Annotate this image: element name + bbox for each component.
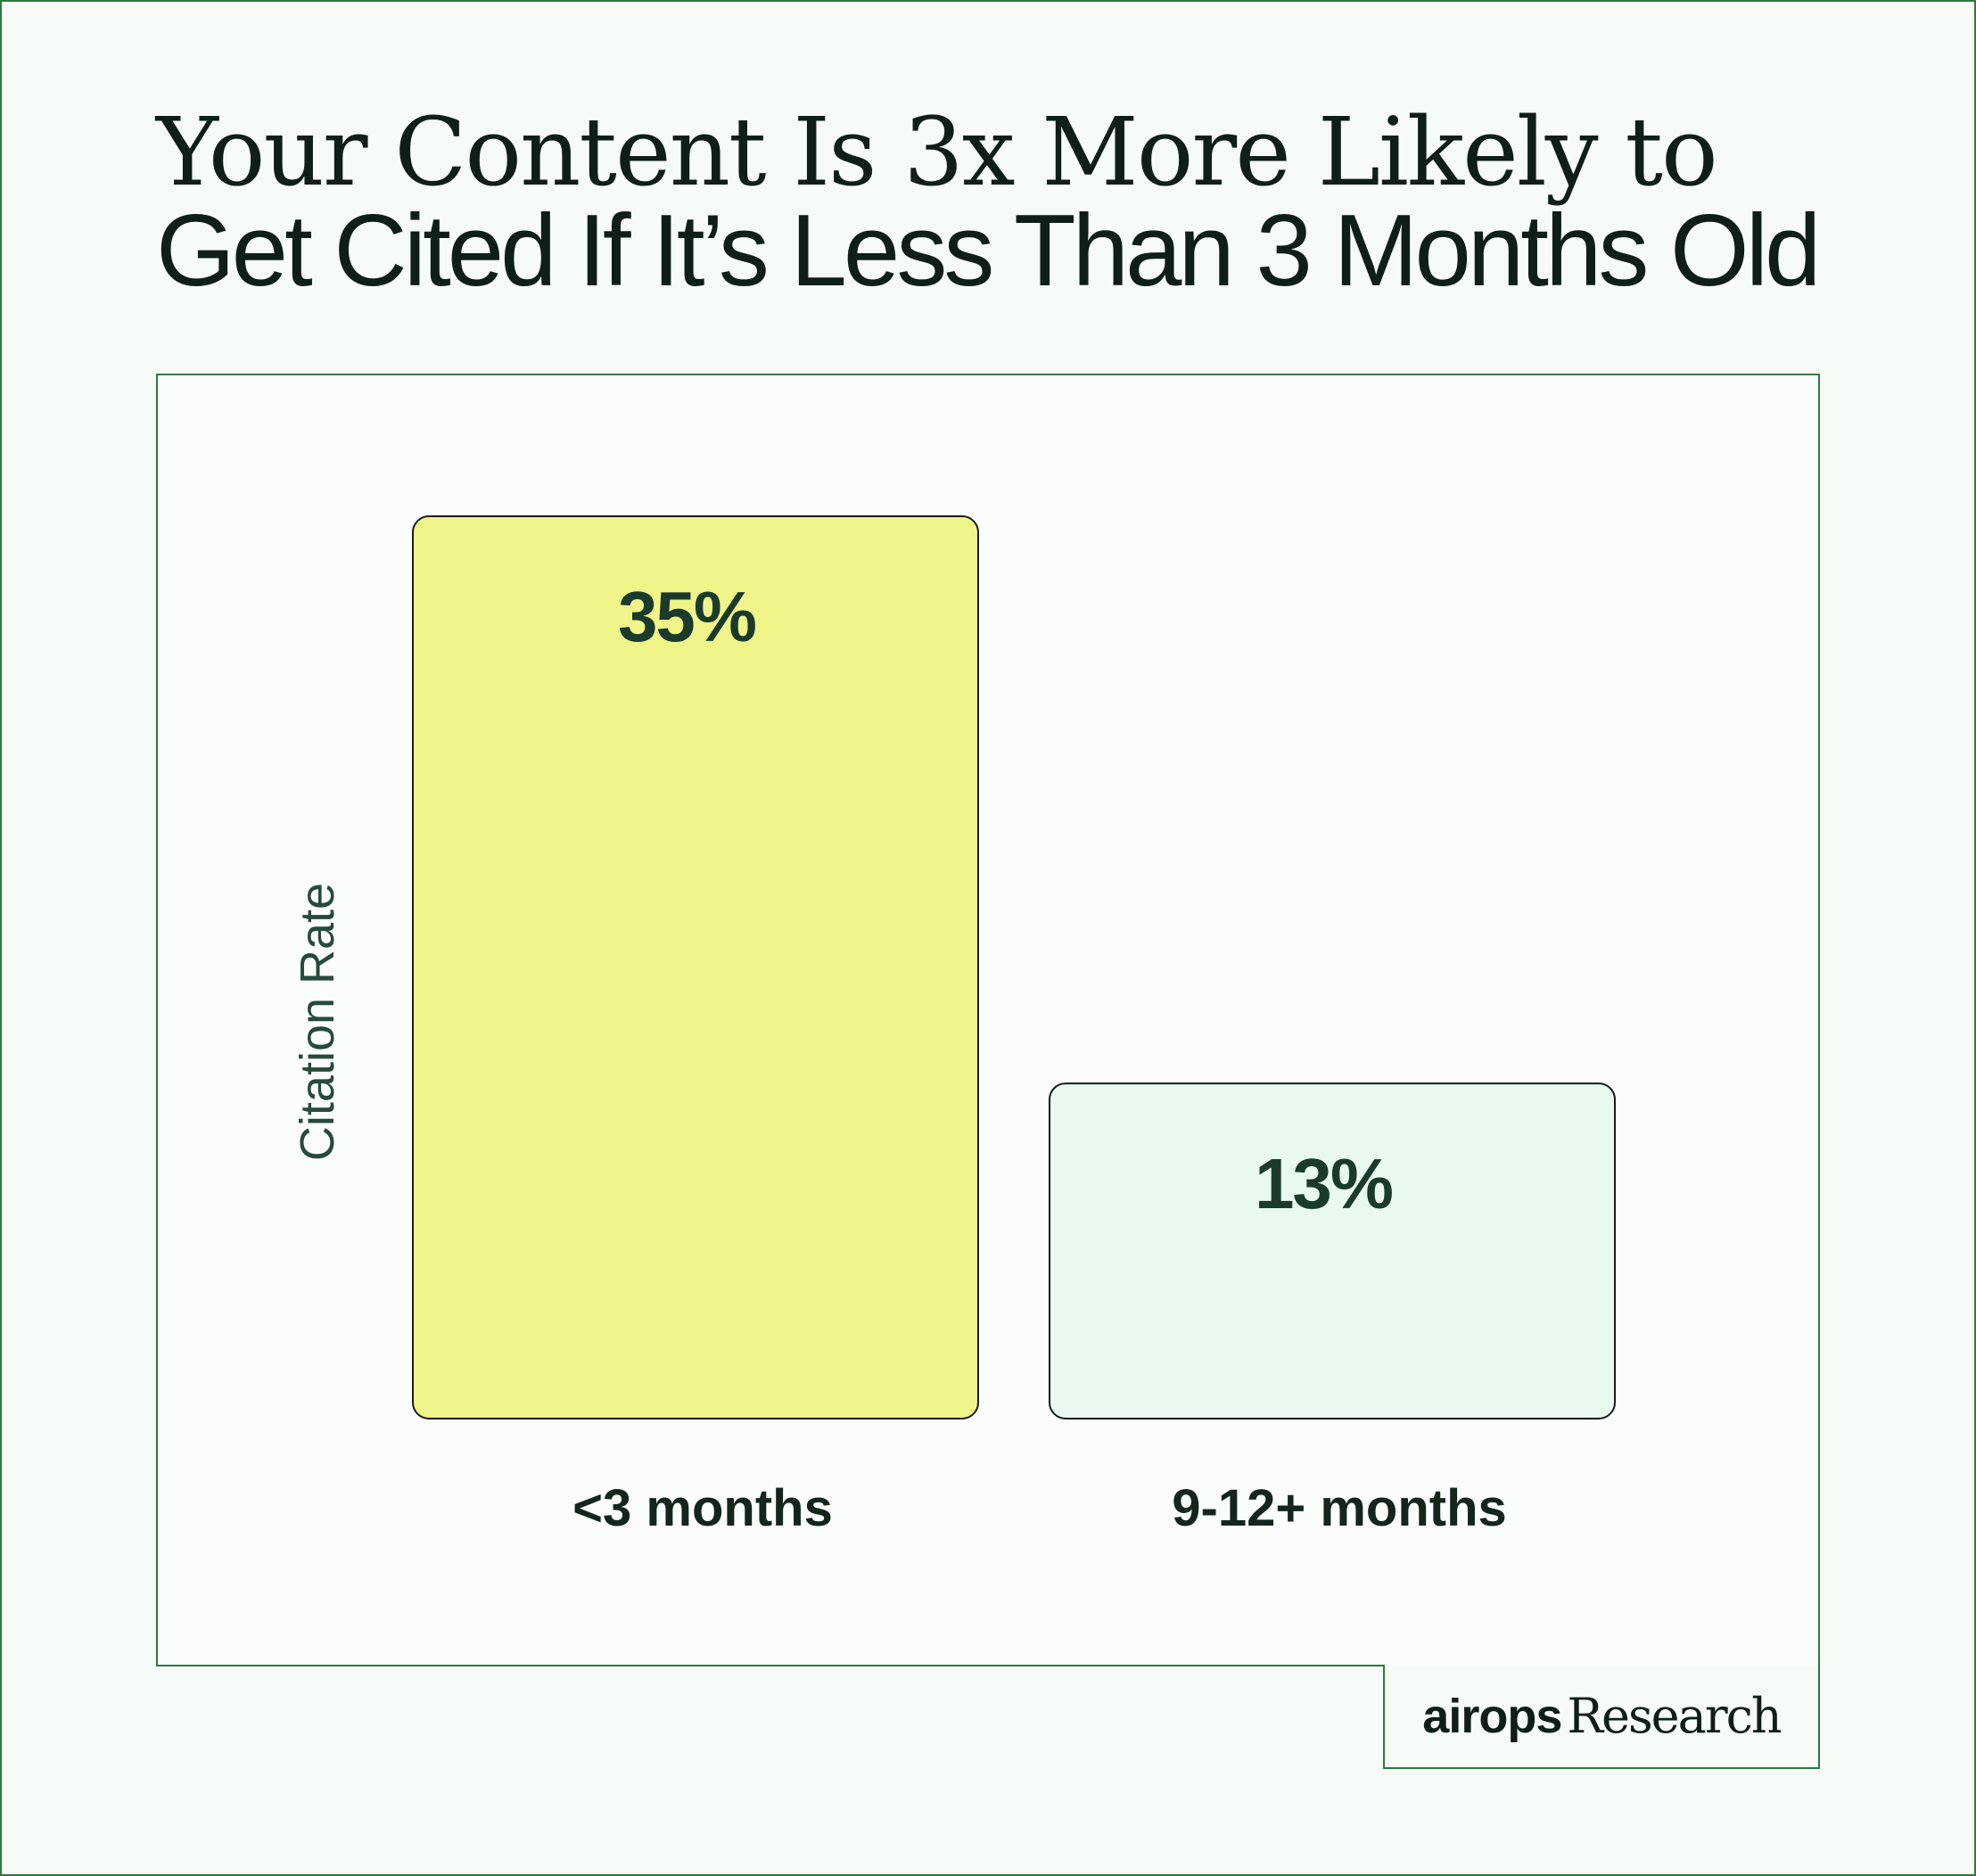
bars-group: 35% <3 months 13% 9-12+ months [412,515,1616,1537]
bar-value-label-1: 13% [1255,1144,1393,1223]
brand-research-label: Research [1567,1688,1782,1744]
chart-area: Citation Rate 35% <3 months 13% 9-12+ month… [156,374,1820,1666]
bar-value-label-0: 35% [618,577,756,656]
brand-badge: airops Research [1383,1665,1820,1769]
y-axis-label: Citation Rate [291,883,344,1161]
title-line-1: Your Content Is 3x More Likely to [156,97,1718,207]
bar-chart: Citation Rate 35% <3 months 13% 9-12+ month… [291,515,1616,1537]
chart-title: Your Content Is 3x More Likely to Get Ci… [156,97,1904,308]
bar-1 [1049,1082,1616,1419]
category-label-0: <3 months [572,1479,833,1537]
category-label-1: 9-12+ months [1172,1479,1507,1537]
airops-logo: airops [1422,1689,1562,1743]
bar-0 [412,515,979,1419]
title-line-2: Get Cited If It’s Less Than 3 Months Old [156,194,1821,308]
